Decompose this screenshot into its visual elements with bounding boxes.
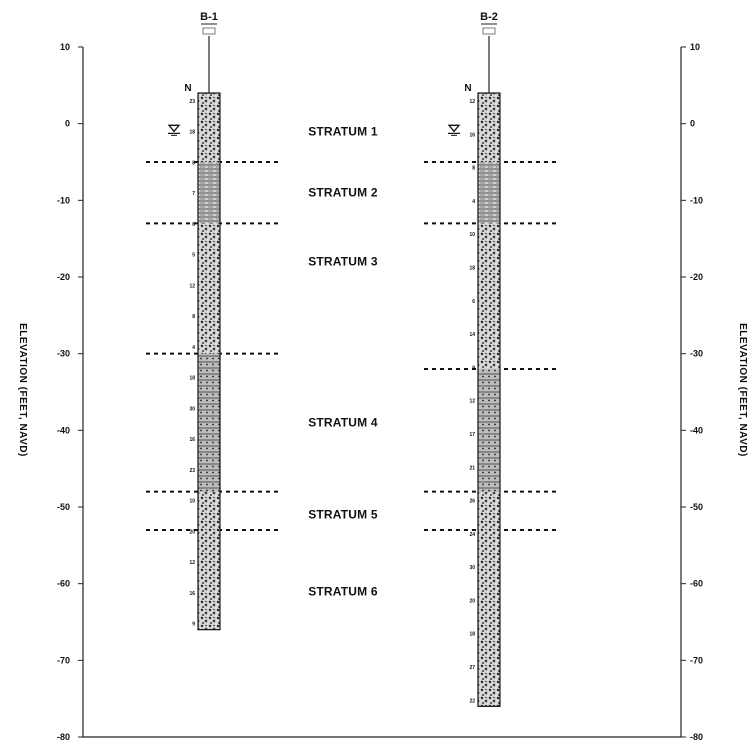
right-tick-label: 10 [690,42,700,52]
left-tick-label: -60 [57,579,70,589]
boring-2: B-2 N 12 16 8 4 10 18 6 14 9 12 17 21 26 24 30 20 18 27 22 [447,11,501,707]
n-value: 20 [469,598,475,604]
boring-layer [198,93,220,162]
boring-layer [478,223,500,369]
left-tick-label: -80 [57,732,70,742]
boring-1: B-1 N 23 18 8 7 6 5 12 8 4 18 30 16 23 10 20 12 16 9 [167,11,221,631]
n-value: 18 [469,632,475,638]
n-value: 18 [469,265,475,271]
right-tick-label: -40 [690,425,703,435]
n-value: 5 [192,253,195,259]
boring-layer [478,491,500,530]
n-value: 16 [469,132,475,138]
boring-title: B-2 [480,11,498,23]
stratum-label: STRATUM 4 [308,416,378,430]
right-tick-label: -60 [690,579,703,589]
boring-layer [478,162,500,224]
n-value: 8 [192,160,195,166]
left-tick-label: -10 [57,195,70,205]
n-value: 23 [189,99,195,105]
n-value: 27 [469,665,475,671]
boring-layer [478,530,500,707]
left-tick-label: -70 [57,655,70,665]
boring-layer [198,530,220,630]
left-axis-ticks: 10 0 -10 -20 -30 -40 -50 -60 -70 -80 [57,42,83,742]
n-value: 18 [189,130,195,136]
n-value: 24 [469,532,475,538]
n-value: 14 [469,332,475,338]
right-axis-ticks: 10 0 -10 -20 -30 -40 -50 -60 -70 -80 [681,42,703,742]
right-tick-label: -10 [690,195,703,205]
left-tick-label: -30 [57,349,70,359]
right-tick-label: -80 [690,732,703,742]
n-value: 8 [472,166,475,172]
n-value: 16 [189,437,195,443]
water-level-icon [167,124,181,136]
n-value: 9 [472,365,475,371]
n-value: 16 [189,591,195,597]
right-tick-label: -30 [690,349,703,359]
left-tick-label: -40 [57,425,70,435]
boring-layer [198,223,220,354]
n-value: 22 [469,698,475,704]
n-value: 6 [472,299,475,305]
left-tick-label: 10 [60,42,70,52]
n-value-header: N [184,83,191,94]
n-value: 26 [469,499,475,505]
stratum-label: STRATUM 1 [308,124,378,138]
n-value: 8 [192,314,195,320]
left-tick-label: -20 [57,272,70,282]
n-value: 23 [189,468,195,474]
n-value: 6 [192,222,195,228]
right-tick-label: -20 [690,272,703,282]
n-value: 10 [469,232,475,238]
n-value: 12 [189,283,195,289]
boring-layer [198,353,220,492]
n-value: 10 [189,499,195,505]
n-value: 7 [192,191,195,197]
right-axis-title: ELEVATION (FEET, NAVD) [737,323,748,457]
boring-layer [478,369,500,492]
n-value: 4 [192,345,195,351]
boring-layer [478,93,500,162]
left-tick-label: -50 [57,502,70,512]
n-value: 17 [469,432,475,438]
left-tick-label: 0 [65,119,70,129]
n-value: 18 [189,376,195,382]
boring-layer [198,491,220,530]
borings: B-1 N 23 18 8 7 6 5 12 8 4 18 30 16 23 10 20 12 16 9 B-2 N 12 1… [167,11,501,707]
right-tick-label: -50 [690,502,703,512]
stratum-labels: STRATUM 1 STRATUM 2 STRATUM 3 STRATUM 4 STRA… [308,124,378,598]
n-value: 12 [469,399,475,405]
right-tick-label: -70 [690,655,703,665]
boring-header-box [202,27,216,35]
n-value: 30 [469,565,475,571]
n-value: 20 [189,529,195,535]
boring-header-box [482,27,496,35]
left-axis-title: ELEVATION (FEET, NAVD) [17,323,28,457]
n-value: 21 [469,465,475,471]
stratum-label: STRATUM 6 [308,584,378,598]
n-value: 4 [472,199,475,205]
n-value-header: N [464,83,471,94]
boring-title: B-1 [200,11,218,23]
boring-outline [197,92,221,631]
stratum-label: STRATUM 3 [308,255,378,269]
boring-outline [477,92,501,707]
water-level-icon [447,124,461,136]
plot-frame [82,47,682,738]
n-value: 30 [189,406,195,412]
n-value: 12 [189,560,195,566]
right-tick-label: 0 [690,119,695,129]
n-value: 9 [192,622,195,628]
boring-layer [198,162,220,224]
n-value: 12 [469,99,475,105]
stratum-label: STRATUM 2 [308,186,378,200]
stratum-label: STRATUM 5 [308,508,378,522]
